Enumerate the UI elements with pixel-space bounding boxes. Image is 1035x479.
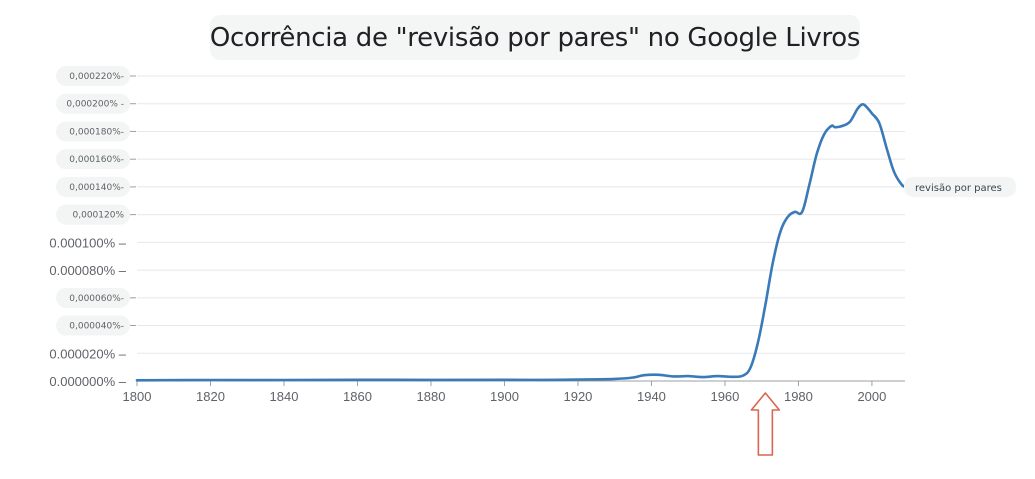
x-tick-label: 2000 (857, 389, 886, 404)
x-axis-ticks: 1800 1820 1840 1860 1880 1900 1920 1940 1960 1980… (123, 381, 886, 404)
y-tick-pill (56, 176, 130, 197)
x-tick-label: 1960 (710, 389, 739, 404)
y-tick-label: 0.000100% – (49, 235, 126, 250)
y-tick-pill (56, 121, 130, 142)
x-tick-label: 1920 (563, 389, 592, 404)
y-tick-pill (56, 149, 130, 170)
y-tick-pill (56, 287, 130, 308)
y-tick-pill (56, 93, 130, 114)
y-tick-pill (56, 315, 130, 336)
y-tick-label: 0.000080% – (49, 263, 126, 278)
arrow-up-icon (750, 392, 781, 456)
series-group: revisão por pares (135, 102, 1016, 382)
x-tick-label: 1840 (270, 389, 299, 404)
y-tick-label: 0,000220%- (69, 72, 124, 82)
y-tick-label: 0,000140%- (69, 183, 124, 193)
series-label-pill (904, 176, 1016, 197)
y-tick-label: 0,000180%- (69, 127, 124, 137)
y-tick-label: 0,000040%- (69, 322, 124, 332)
chart-title: Ocorrência de "revisão por pares" no Goo… (210, 15, 860, 60)
y-tick-label: 0,000200% - (66, 100, 124, 110)
y-tick-pill (56, 66, 130, 86)
x-tick-label: 1880 (417, 389, 446, 404)
y-tick-label: 0,000060%- (69, 294, 124, 304)
y-tick-pill (56, 204, 130, 225)
y-tick-label: 0,000120% (73, 211, 125, 221)
grid-lines (137, 75, 905, 382)
y-tick-label: 0.000020% – (49, 346, 126, 361)
x-tick-label: 1900 (490, 389, 519, 404)
annotations (750, 392, 781, 456)
series-line (135, 102, 907, 382)
x-tick-label: 1860 (343, 389, 372, 404)
x-tick-label: 1800 (123, 389, 152, 404)
series-label: revisão por pares (915, 183, 1002, 194)
x-tick-label: 1820 (196, 389, 225, 404)
y-axis-ticks: 0.000000% – 0.000020% – 0,000040%- 0,000060… (49, 66, 136, 389)
x-tick-label: 1980 (784, 389, 813, 404)
y-tick-label: 0.000000% – (49, 374, 126, 389)
y-tick-label: 0,000160%- (69, 155, 124, 165)
x-tick-label: 1940 (637, 389, 666, 404)
